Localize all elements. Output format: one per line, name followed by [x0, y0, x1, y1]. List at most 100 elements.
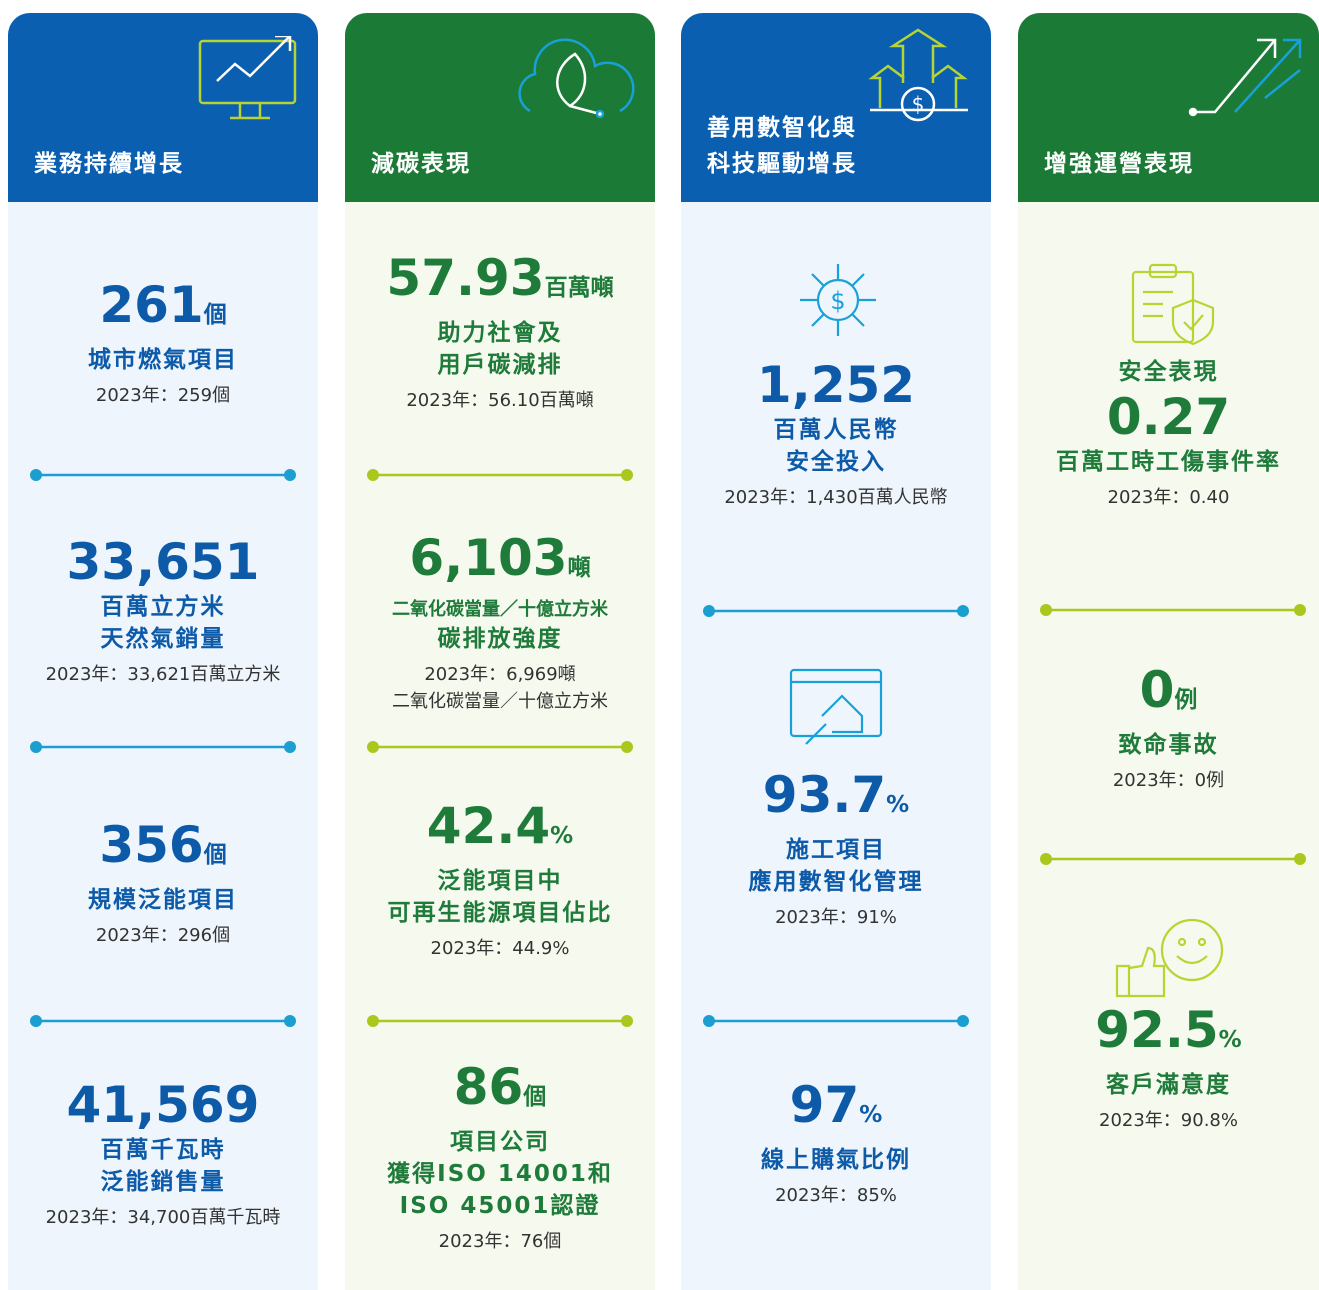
metric: 42.4% 泛能項目中可再生能源項目佔比 2023年：44.9%: [345, 797, 655, 962]
prior-year: 2023年：0.40: [1107, 487, 1230, 508]
metric-value-line: 6,103噸: [345, 529, 655, 597]
metric-label: 百萬千瓦時: [100, 1137, 226, 1163]
metric-label: 可再生能源項目佔比: [387, 900, 613, 926]
metric-value: 41,569: [66, 1076, 260, 1134]
smart-site-icon: [789, 668, 883, 745]
metric-value-line: 0.27: [1018, 388, 1319, 446]
metric: 1,252 百萬人民幣安全投入 2023年：1,430百萬人民幣: [681, 356, 991, 511]
metric-label: 碳排放強度: [437, 626, 563, 652]
metric-value: 356: [99, 816, 204, 874]
prior-year: 2023年：56.10百萬噸: [406, 390, 594, 411]
prior-year: 2023年：44.9%: [430, 938, 570, 959]
column-header: 業務持續增長: [8, 13, 318, 202]
metric-unit: 例: [1174, 687, 1198, 713]
metric-label: 助力社會及: [437, 320, 563, 346]
metric: 86個 項目公司 獲得ISO 14001和 ISO 45001認證 2023年：76個: [345, 1058, 655, 1255]
header-title-line: 減碳表現: [371, 151, 471, 177]
metric-value: 42.4: [426, 797, 551, 855]
metric-label: 線上購氣比例: [761, 1147, 911, 1173]
cloud-leaf-icon: [518, 38, 635, 119]
metric-label: 安全投入: [786, 449, 886, 475]
metric: 6,103噸 二氧化碳當量／十億立方米 碳排放強度 2023年：6,969噸 二氧化碳當…: [345, 529, 655, 715]
svg-text:$: $: [912, 92, 925, 116]
metric-label: 百萬工時工傷事件率: [1056, 449, 1281, 475]
metric-label: 施工項目: [786, 837, 886, 863]
metric-value-line: 93.7%: [681, 766, 991, 834]
metric: 33,651 百萬立方米 天然氣銷量 2023年：33,621百萬立方米: [8, 533, 318, 688]
metric-value-line: 1,252: [681, 356, 991, 414]
divider: [367, 469, 633, 481]
column: 減碳表現 57.93百萬噸 助力社會及 用戶碳減排 2023年：56.10百萬噸 6,10…: [345, 13, 655, 1290]
prior-year: 2023年：76個: [438, 1231, 562, 1252]
metric: 356個 規模泛能項目 2023年：296個: [8, 816, 318, 949]
metric: 41,569 百萬千瓦時 泛能銷售量 2023年：34,700百萬千瓦時: [8, 1076, 318, 1231]
metric-value: 6,103: [409, 529, 568, 587]
finance-growth-icon: $: [868, 28, 968, 122]
divider: [703, 1015, 969, 1027]
prior-year: 二氧化碳當量／十億立方米: [392, 691, 608, 712]
metric-value: 86: [453, 1058, 524, 1116]
metric-heading: 安全表現: [1118, 359, 1219, 385]
prior-year: 2023年：90.8%: [1099, 1110, 1238, 1131]
metric-value-line: 86個: [345, 1058, 655, 1126]
metric: 93.7% 施工項目 應用數智化管理 2023年：91%: [681, 766, 991, 931]
safety-clipboard-icon: [1131, 263, 1215, 346]
svg-text:$: $: [830, 287, 845, 315]
metric-unit: 噸: [567, 555, 591, 581]
metric-label: 泛能項目中: [437, 868, 563, 894]
prior-year: 2023年：91%: [775, 907, 897, 928]
metric-value: 1,252: [756, 356, 916, 414]
column-header: 增強運營表現: [1018, 13, 1319, 202]
metric: 0例 致命事故 2023年：0例: [1018, 661, 1319, 794]
metric: 安全表現 0.27 百萬工時工傷事件率 2023年：0.40: [1018, 356, 1319, 511]
divider: [30, 469, 296, 481]
prior-year: 2023年：1,430百萬人民幣: [724, 487, 948, 508]
metric-unit: 個: [203, 302, 227, 328]
metric-unit: %: [859, 1102, 883, 1128]
metric-value: 0.27: [1106, 388, 1231, 446]
metric-value: 33,651: [66, 533, 260, 591]
metric-label: 百萬人民幣: [773, 417, 899, 443]
metric-value: 93.7: [762, 766, 887, 824]
metric-value-line: 41,569: [8, 1076, 318, 1134]
prior-year: 2023年：6,969噸: [424, 664, 576, 685]
metric-label: 項目公司: [450, 1129, 550, 1155]
metric: 97% 線上購氣比例 2023年：85%: [681, 1076, 991, 1209]
metric-value-line: 0例: [1018, 661, 1319, 729]
prior-year: 2023年：259個: [95, 385, 231, 406]
header-title-line: 善用數智化與: [707, 115, 857, 141]
column-header: 減碳表現: [345, 13, 655, 202]
divider: [1040, 604, 1306, 616]
metric-label: 規模泛能項目: [88, 887, 238, 913]
metric-value-line: 97%: [681, 1076, 991, 1144]
header-title: 業務持續增長: [34, 146, 184, 182]
metric-value-line: 92.5%: [1018, 1001, 1319, 1069]
metric-label: 二氧化碳當量／十億立方米: [392, 599, 608, 620]
divider: [703, 605, 969, 617]
prior-year: 2023年：85%: [775, 1185, 897, 1206]
metric: 92.5% 客戶滿意度 2023年：90.8%: [1018, 1001, 1319, 1134]
metric-value-line: 356個: [8, 816, 318, 884]
metric-label: 應用數智化管理: [748, 869, 924, 895]
column: 增強運營表現安全表現 0.27 百萬工時工傷事件率 2023年：0.40 0例致命事故 2…: [1018, 13, 1319, 1290]
metric-label: 天然氣銷量: [100, 626, 226, 652]
divider: [367, 741, 633, 753]
header-title: 減碳表現: [371, 146, 471, 182]
metric: 261個 城市燃氣項目 2023年：259個: [8, 276, 318, 409]
metric-label: 用戶碳減排: [437, 352, 563, 378]
metric-value: 0: [1139, 661, 1175, 719]
header-title-line: 業務持續增長: [34, 151, 184, 177]
metric-label: 致命事故: [1118, 732, 1219, 758]
divider: [30, 1015, 296, 1027]
metric-unit: %: [550, 823, 574, 849]
divider: [367, 1015, 633, 1027]
metric-unit: %: [886, 792, 910, 818]
divider: [1040, 853, 1306, 865]
column-body: [1018, 202, 1319, 1290]
divider: [30, 741, 296, 753]
investment-icon: $: [800, 264, 876, 336]
metric-label: 城市燃氣項目: [88, 347, 238, 373]
metric-value-line: 42.4%: [345, 797, 655, 865]
metric-unit: 個: [203, 842, 227, 868]
